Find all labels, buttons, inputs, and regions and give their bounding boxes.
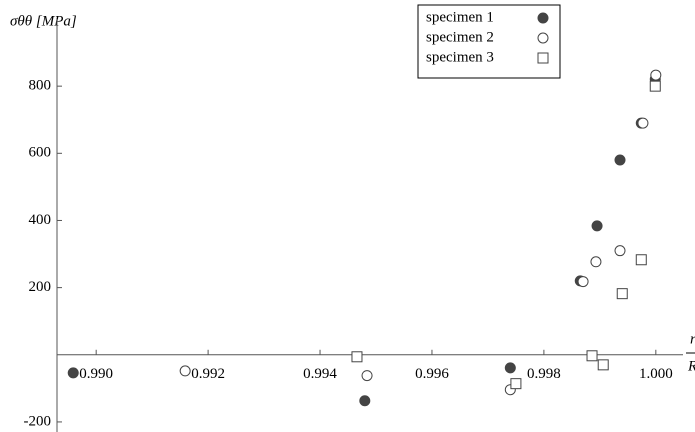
- y-tick-label: 800: [29, 78, 52, 94]
- x-tick-label: 0.996: [415, 366, 449, 382]
- y-axis-label: σθθ [MPa]: [10, 13, 77, 29]
- point: [504, 362, 516, 374]
- legend-marker: [537, 12, 549, 24]
- y-tick-label: 600: [29, 145, 52, 161]
- legend-label: specimen 3: [426, 49, 494, 65]
- x-label-numerator: r: [690, 331, 695, 347]
- point: [614, 154, 626, 166]
- point: [510, 378, 522, 390]
- point: [590, 256, 602, 268]
- point: [616, 288, 628, 300]
- point: [351, 351, 363, 363]
- y-tick-label: -200: [24, 413, 52, 429]
- point: [649, 80, 661, 92]
- x-tick-label: 0.992: [191, 366, 225, 382]
- point: [577, 276, 589, 288]
- x-tick-label: 0.998: [527, 366, 561, 382]
- legend-marker: [537, 32, 549, 44]
- point: [650, 69, 662, 81]
- x-label-denominator: R: [687, 358, 695, 374]
- legend-box: [417, 4, 561, 79]
- legend-label: specimen 2: [426, 29, 494, 45]
- point: [67, 367, 79, 379]
- point: [614, 245, 626, 257]
- point: [359, 395, 371, 407]
- point: [591, 220, 603, 232]
- point: [637, 117, 649, 129]
- point: [361, 370, 373, 382]
- legend-label: specimen 1: [426, 9, 494, 25]
- x-tick-label: 1.000: [639, 366, 673, 382]
- y-tick-label: 200: [29, 279, 52, 295]
- point: [635, 254, 647, 266]
- point: [179, 365, 191, 377]
- legend-marker: [537, 52, 549, 64]
- point: [597, 359, 609, 371]
- x-tick-label: 0.990: [79, 366, 113, 382]
- point: [586, 350, 598, 362]
- y-tick-label: 400: [29, 212, 52, 228]
- x-tick-label: 0.994: [303, 366, 337, 382]
